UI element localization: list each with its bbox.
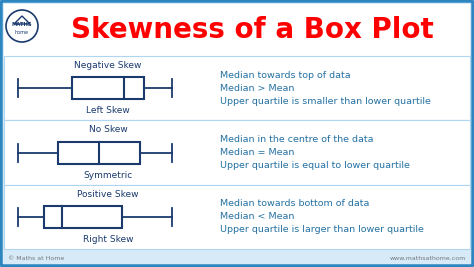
Bar	[4, 4, 470, 56]
Text: home: home	[15, 29, 29, 34]
Text: Median in the centre of the data: Median in the centre of the data	[220, 135, 374, 144]
Circle shape	[6, 10, 38, 42]
Text: Median = Mean: Median = Mean	[220, 148, 294, 157]
Text: Upper quartile is larger than lower quartile: Upper quartile is larger than lower quar…	[220, 225, 424, 234]
Bar	[4, 56, 470, 120]
Text: Upper quartile is smaller than lower quartile: Upper quartile is smaller than lower qua…	[220, 97, 431, 106]
Text: Negative Skew: Negative Skew	[74, 61, 142, 70]
Text: Symmetric: Symmetric	[83, 171, 133, 179]
Bar	[58, 142, 140, 163]
Bar	[4, 120, 470, 185]
Text: Upper quartile is equal to lower quartile: Upper quartile is equal to lower quartil…	[220, 161, 410, 170]
Text: Median < Mean: Median < Mean	[220, 212, 294, 221]
Text: Median > Mean: Median > Mean	[220, 84, 294, 93]
Text: Median towards bottom of data: Median towards bottom of data	[220, 199, 369, 208]
Bar	[44, 206, 122, 228]
Bar	[4, 185, 470, 249]
Text: Positive Skew: Positive Skew	[77, 190, 139, 199]
Text: No Skew: No Skew	[89, 125, 128, 135]
Text: Skewness of a Box Plot: Skewness of a Box Plot	[71, 16, 433, 44]
Text: © Maths at Home: © Maths at Home	[8, 256, 64, 261]
Text: www.mathsathome.com: www.mathsathome.com	[390, 256, 466, 261]
Text: Median towards top of data: Median towards top of data	[220, 71, 351, 80]
Bar	[72, 77, 144, 99]
Text: MATHS: MATHS	[12, 22, 32, 28]
Text: Left Skew: Left Skew	[86, 106, 130, 115]
Text: Right Skew: Right Skew	[83, 235, 133, 244]
